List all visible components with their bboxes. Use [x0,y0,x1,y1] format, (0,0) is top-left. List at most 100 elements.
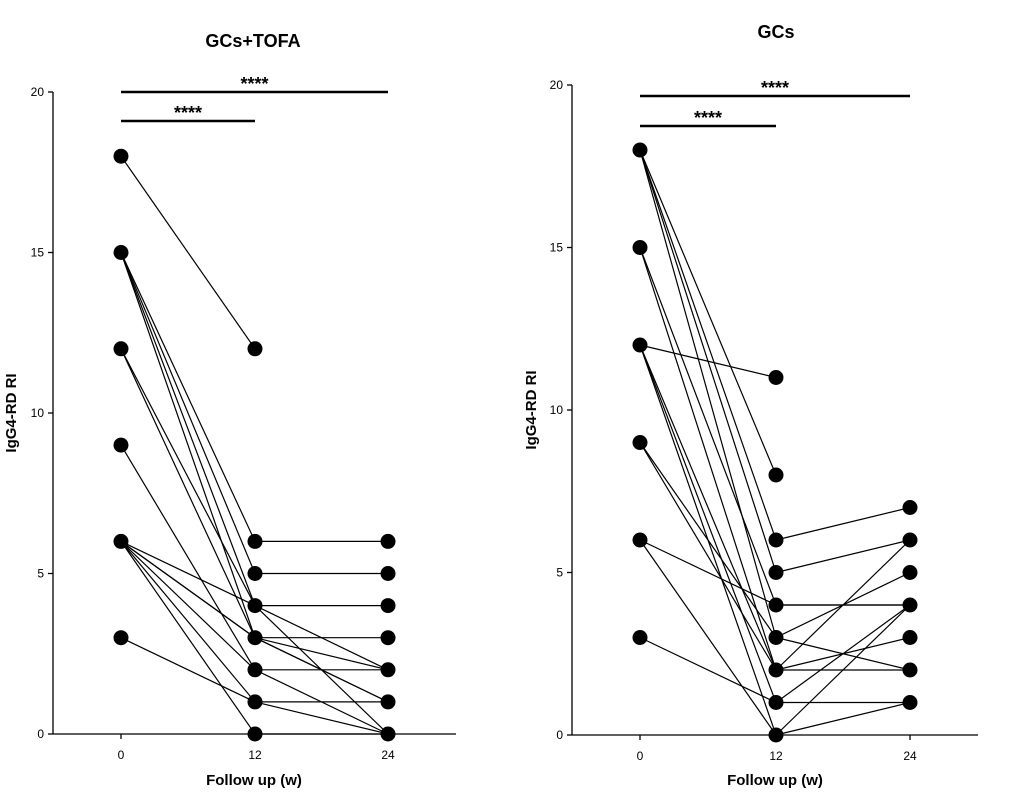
subject-line [254,637,389,671]
data-point [113,630,129,646]
y-tick-label: 20 [31,85,45,99]
x-tick-label: 12 [248,748,262,762]
y-tick-label: 15 [550,241,564,255]
chart-gcs: GCs Follow up (w) IgG4-RD RI 0 5 10 15 20 0 12… [523,22,978,789]
significance-label: **** [761,78,789,98]
subject-line [639,539,777,606]
data-point [768,565,784,580]
subject-line [254,605,389,671]
subject-line [639,636,777,704]
y-tick-label: 5 [37,567,44,581]
subject-line [254,605,389,735]
data-point [380,694,396,710]
data-point [902,565,918,580]
data-point [768,597,784,613]
data-point [113,533,129,549]
data-point [380,662,396,678]
subject-line [775,701,911,736]
subject-line [254,701,389,735]
data-point [768,662,784,678]
subject-line [120,252,256,606]
x-tick-label: 0 [118,748,125,762]
data-point [247,726,263,742]
subject-line [639,344,777,671]
subject-line [639,344,777,379]
subject-line [120,155,256,350]
data-point [247,341,263,357]
data-point [380,598,396,614]
data-point [113,245,129,260]
data-point [768,695,784,710]
subject-line [775,539,911,574]
data-point [632,240,648,255]
subject-line [120,540,256,639]
y-tick-label: 10 [550,403,564,417]
x-tick-label: 12 [769,749,783,763]
x-tick-label: 24 [903,749,917,763]
y-tick-label: 0 [37,727,44,741]
subject-line [639,539,777,736]
subject-line [775,506,911,541]
data-point [768,630,784,645]
subject-line [120,252,256,542]
subject-line [639,442,777,671]
data-point [902,662,918,678]
y-tick-label: 5 [556,566,563,580]
data-point [632,337,648,353]
data-point [902,500,918,515]
subject-line [775,636,911,671]
significance-label: **** [694,108,722,128]
data-point [380,630,396,646]
chart-title: GCs+TOFA [205,31,300,51]
data-point [768,467,784,483]
data-point [902,630,918,645]
subject-line [120,540,256,607]
y-axis-label: IgG4-RD RI [3,373,20,452]
subject-line [120,637,256,703]
data-point [632,435,648,450]
subject-line [639,149,777,541]
data-point [768,532,784,548]
subject-line [639,247,777,671]
significance-label: **** [174,103,202,123]
subject-line [120,541,256,735]
x-tick-label: 24 [381,748,395,762]
data-point [247,598,263,614]
data-point [768,727,784,743]
data-point [247,566,263,581]
subject-line [639,149,777,476]
x-tick-label: 0 [637,749,644,763]
x-axis-label: Follow up (w) [727,772,823,789]
subject-line [639,442,777,638]
data-point [113,437,129,453]
data-point [247,630,263,646]
data-point [247,533,263,549]
subject-line [120,252,256,574]
data-point [380,726,396,742]
subject-line [120,348,256,638]
subject-line [120,541,256,703]
subject-line [120,252,256,638]
y-tick-label: 20 [550,78,564,92]
chart-gcs-tofa: GCs+TOFA Follow up (w) IgG4-RD RI 0 5 10 15… [3,31,456,789]
data-point [247,662,263,678]
chart-title: GCs [757,22,794,42]
data-point [380,566,396,581]
subject-line [120,348,256,606]
significance-label: **** [240,74,268,94]
data-point [113,148,129,164]
data-point [113,341,129,357]
data-point [902,597,918,613]
data-point [768,370,784,385]
data-point [380,533,396,549]
subject-line [639,149,777,638]
subject-line [120,444,256,671]
y-axis-label: IgG4-RD RI [523,370,540,449]
y-tick-label: 0 [556,728,563,742]
x-axis-label: Follow up (w) [206,772,302,789]
y-tick-label: 15 [31,246,45,260]
data-point [632,532,648,548]
subject-line [639,247,777,606]
subject-line [120,540,256,671]
